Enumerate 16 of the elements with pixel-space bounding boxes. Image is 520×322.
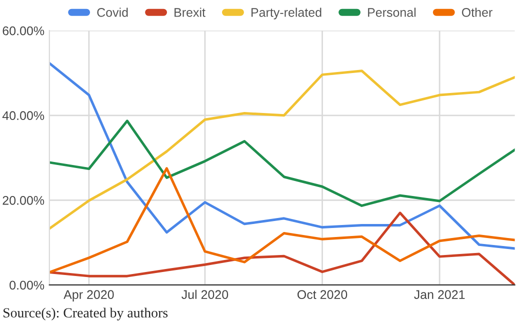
legend-label: Party-related — [252, 8, 322, 20]
x-tick-label: Jul 2020 — [182, 290, 228, 300]
source-note: Source(s): Created by authors — [4, 308, 168, 320]
y-tick-label: 20.00% — [2, 196, 44, 205]
y-tick-label: 40.00% — [2, 111, 44, 120]
y-tick-label: 60.00% — [2, 26, 44, 36]
legend-label: Other — [462, 8, 492, 17]
legend-label: Covid — [97, 8, 128, 17]
x-tick-label: Apr 2020 — [64, 290, 114, 302]
x-tick-label: Oct 2020 — [297, 290, 348, 300]
legend-label: Personal — [368, 8, 416, 17]
y-tick-label: 0.00% — [10, 280, 44, 290]
line-series — [49, 120, 515, 207]
legend-label: Brexit — [174, 8, 206, 17]
line-series — [49, 167, 515, 274]
x-tick-label: Jan 2021 — [414, 290, 465, 300]
